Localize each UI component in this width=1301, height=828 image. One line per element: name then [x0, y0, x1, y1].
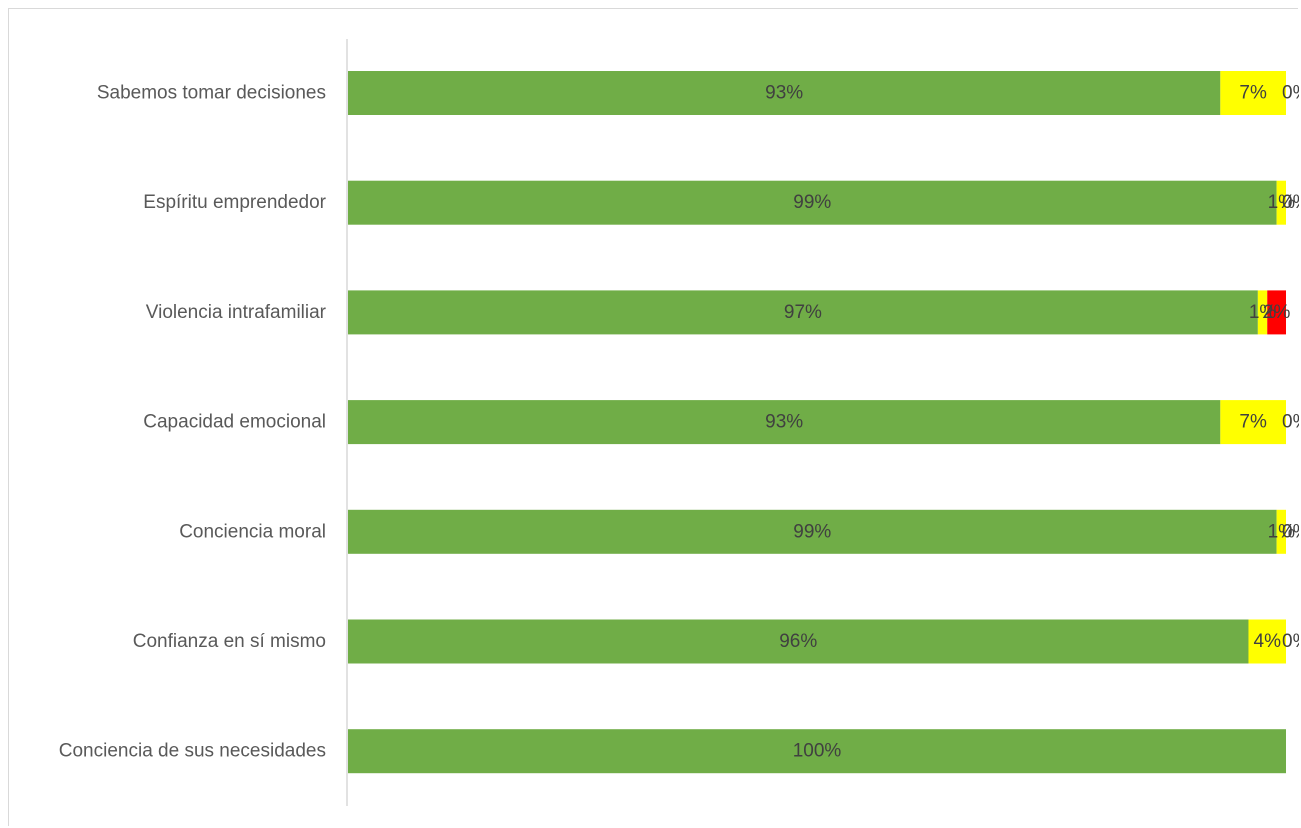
data-label: 93%: [765, 412, 803, 433]
bar-segment: [1248, 619, 1286, 664]
bar-segment: [1220, 400, 1286, 445]
data-label: 99%: [793, 192, 831, 213]
bar-segment: [348, 180, 1277, 225]
data-labels-layer: 93%7%0%99%1%0%97%1%2%93%7%0%99%1%0%96%4%…: [765, 83, 1299, 762]
data-label: 0%: [1282, 412, 1299, 433]
bar-segment: [348, 729, 1286, 774]
data-label: 1%: [1249, 302, 1277, 323]
chart-area: 93%7%0%99%1%0%97%1%2%93%7%0%99%1%0%96%4%…: [8, 8, 1299, 826]
bar-segment: [348, 71, 1221, 115]
category-label: Sabemos tomar decisiones: [97, 83, 326, 104]
data-label: 97%: [784, 302, 822, 323]
bar-segment: [1276, 509, 1286, 554]
category-label: Espíritu emprendedor: [143, 192, 326, 213]
bar-segment: [1220, 71, 1286, 115]
bar-segment: [348, 400, 1221, 445]
category-label: Conciencia moral: [179, 521, 326, 542]
stacked-bar-chart: 93%7%0%99%1%0%97%1%2%93%7%0%99%1%0%96%4%…: [59, 39, 1299, 806]
category-label: Violencia intrafamiliar: [146, 302, 327, 323]
data-label: 99%: [793, 521, 831, 542]
data-label: 1%: [1268, 521, 1296, 542]
bar-segment: [1276, 180, 1286, 225]
bar-segment: [348, 290, 1258, 335]
bar-segment: [348, 619, 1249, 664]
data-label: 4%: [1254, 631, 1282, 652]
category-labels-layer: Sabemos tomar decisiones Espíritu emprend…: [59, 83, 327, 762]
data-label: 0%: [1282, 192, 1299, 213]
data-label: 93%: [765, 83, 803, 104]
category-label: Capacidad emocional: [143, 412, 326, 433]
bar-segment: [1257, 290, 1268, 335]
category-label: Confianza en sí mismo: [133, 631, 326, 652]
bar-segment: [348, 509, 1277, 554]
data-label: 1%: [1268, 192, 1296, 213]
data-label: 0%: [1282, 631, 1299, 652]
bar-segment: [1267, 290, 1286, 335]
data-label: 96%: [779, 631, 817, 652]
category-label: Conciencia de sus necesidades: [59, 741, 326, 762]
data-label: 0%: [1282, 83, 1299, 104]
data-label: 100%: [793, 741, 842, 762]
bars-layer: [348, 71, 1286, 774]
data-label: 7%: [1239, 83, 1267, 104]
data-label: 7%: [1239, 412, 1267, 433]
data-label: 0%: [1282, 521, 1299, 542]
data-label: 2%: [1263, 302, 1291, 323]
